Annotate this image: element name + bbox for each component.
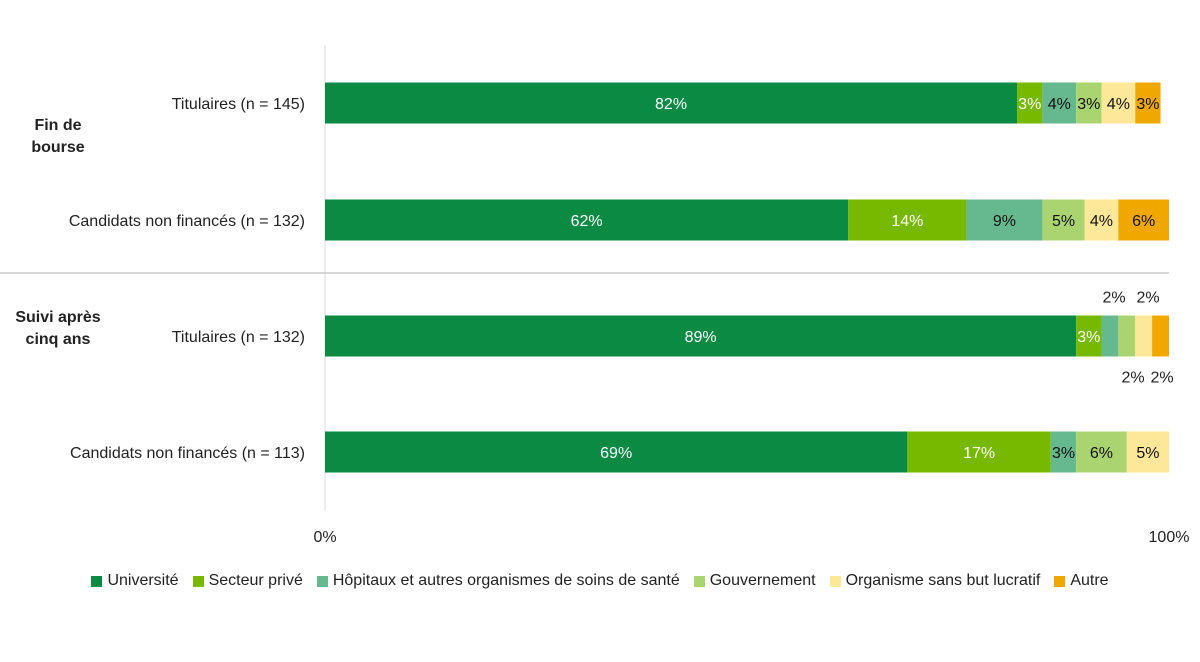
bar-segment — [1042, 199, 1085, 241]
legend-label: Université — [107, 572, 179, 589]
x-tick-label: 0% — [313, 529, 336, 546]
legend-swatch — [91, 575, 103, 587]
data-label: 89% — [685, 329, 717, 346]
data-label: 3% — [1077, 96, 1100, 113]
outside-data-label: 2% — [1150, 370, 1173, 387]
bar-segment — [1135, 82, 1161, 124]
category-label: Titulaires (n = 145) — [172, 96, 305, 113]
data-label: 3% — [1077, 329, 1100, 346]
bar-segment — [1084, 199, 1119, 241]
legend-item: Gouvernement — [693, 572, 816, 590]
legend-item: Université — [91, 572, 179, 590]
bar-segment — [1101, 315, 1119, 357]
bar-segment — [1076, 431, 1127, 473]
data-label: 3% — [1052, 445, 1075, 462]
category-label: Candidats non financés (n = 113) — [70, 445, 305, 462]
group-label: Fin de bourse — [31, 117, 84, 156]
category-label: Candidats non financés (n = 132) — [69, 213, 305, 230]
data-label: 4% — [1107, 96, 1130, 113]
bar-segment — [1050, 431, 1077, 473]
bar-segment — [1101, 82, 1136, 124]
bar-segment — [1152, 315, 1169, 357]
bars — [325, 82, 1169, 473]
legend-swatch — [829, 575, 841, 587]
bar-segment — [1126, 431, 1169, 473]
outside-data-label: 2% — [1102, 290, 1125, 307]
x-tick-label: 100% — [1149, 529, 1190, 546]
data-label: 3% — [1136, 96, 1159, 113]
legend-swatch — [1054, 575, 1066, 587]
bar-segment — [966, 199, 1043, 241]
legend-swatch — [192, 575, 204, 587]
labels: 0% 100% Titulaires (n = 145) Candidats non … — [15, 96, 1189, 546]
data-label: 6% — [1090, 445, 1113, 462]
legend-label: Hôpitaux et autres organismes de soins d… — [332, 572, 680, 589]
group-label: Suivi après cinq ans — [15, 309, 100, 348]
data-label: 5% — [1052, 213, 1075, 230]
data-label: 62% — [571, 213, 603, 230]
bar-segment — [1042, 82, 1077, 124]
bar-segment — [907, 431, 1051, 473]
legend-swatch — [316, 575, 328, 587]
bar-segment — [1017, 82, 1043, 124]
data-label: 9% — [993, 213, 1016, 230]
legend-item: Hôpitaux et autres organismes de soins d… — [316, 572, 680, 590]
bar-segment — [1076, 82, 1102, 124]
legend-swatch — [693, 575, 705, 587]
data-label: 17% — [963, 445, 995, 462]
data-label: 3% — [1018, 96, 1041, 113]
bar-segment — [1135, 315, 1153, 357]
bar-segment — [1076, 315, 1102, 357]
legend-item: Organisme sans but lucratif — [829, 572, 1041, 590]
data-label: 6% — [1132, 213, 1155, 230]
legend-label: Autre — [1070, 572, 1109, 589]
legend-label: Secteur privé — [208, 572, 303, 589]
outside-data-label: 2% — [1121, 370, 1144, 387]
legend-label: Gouvernement — [709, 572, 816, 589]
data-label: 69% — [600, 445, 632, 462]
data-label: 4% — [1048, 96, 1071, 113]
legend-label: Organisme sans but lucratif — [845, 572, 1041, 589]
bar-segment — [325, 82, 1018, 124]
data-label: 4% — [1090, 213, 1113, 230]
bar-segment — [1118, 315, 1136, 357]
data-label: 82% — [655, 96, 687, 113]
bar-segment — [1118, 199, 1169, 241]
legend-item: Autre — [1054, 572, 1109, 590]
bar-segment — [325, 431, 908, 473]
bar-segment — [325, 315, 1077, 357]
data-label: 5% — [1136, 445, 1159, 462]
category-label: Titulaires (n = 132) — [172, 329, 305, 346]
bar-segment — [848, 199, 967, 241]
bar-segment — [325, 199, 849, 241]
outside-data-label: 2% — [1136, 290, 1159, 307]
legend: Université Secteur privé Hôpitaux et autre… — [0, 572, 1200, 590]
data-label: 14% — [891, 213, 923, 230]
legend-item: Secteur privé — [192, 572, 303, 590]
